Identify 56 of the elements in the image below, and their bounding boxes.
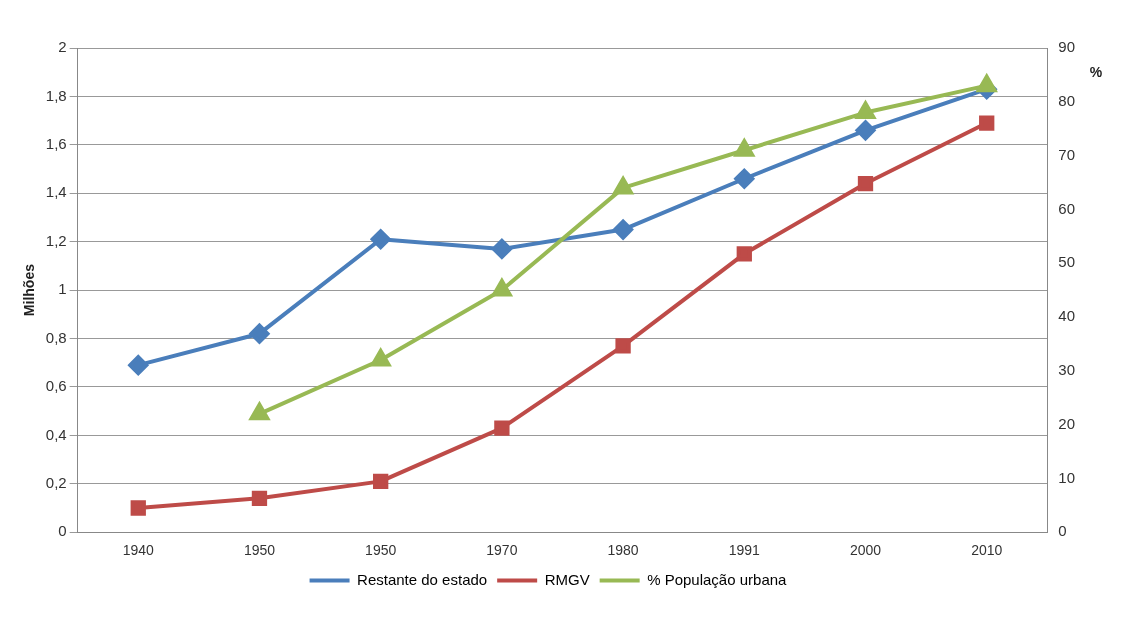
x-tick-label: 1940: [122, 542, 155, 559]
y-tick-label: 0,4: [45, 425, 67, 443]
legend-label: Restante do estado: [357, 570, 488, 588]
y-tick-label: 1: [58, 280, 67, 298]
y-tick-label: 0,6: [45, 377, 67, 395]
y2-tick-label: 80: [1058, 91, 1075, 109]
point: [734, 168, 755, 189]
point: [857, 175, 874, 192]
point: [855, 120, 876, 141]
point: [370, 229, 391, 250]
x-tick-label: 1970: [486, 542, 518, 559]
point: [248, 400, 271, 421]
legend-label: RMGV: [544, 570, 590, 588]
point: [975, 72, 998, 93]
point: [734, 139, 755, 157]
x-tick-label: 2000: [849, 542, 882, 559]
point: [249, 323, 270, 344]
y-tick-label: 0: [58, 522, 67, 540]
y-tick-label: 2: [58, 38, 67, 56]
point: [854, 99, 877, 120]
y2-tick-label: 0: [1058, 522, 1067, 540]
y2-tick-label: 20: [1058, 414, 1075, 432]
x-tick-label: 1991: [728, 542, 761, 559]
y2-tick-label: 50: [1058, 253, 1075, 271]
y2-tick-label: 30: [1058, 360, 1075, 378]
y2-tick-label: 90: [1058, 38, 1075, 56]
point: [613, 219, 634, 240]
y-axis-title: Milhões: [21, 263, 38, 317]
point: [491, 238, 512, 259]
x-tick-label: 1950: [365, 542, 397, 559]
x-tick-label: 1980: [607, 542, 639, 559]
y2-tick-label: 40: [1058, 307, 1075, 325]
x-tick-label: 2010: [971, 542, 1003, 559]
x-tick-label: 1950: [243, 542, 276, 559]
legend-label: % População urbana: [647, 570, 788, 588]
y2-tick-label: 60: [1058, 199, 1075, 217]
point: [615, 338, 631, 354]
point: [370, 349, 391, 367]
point: [128, 355, 149, 376]
point: [494, 420, 510, 436]
point: [251, 490, 268, 506]
y2-tick-label: 10: [1058, 468, 1075, 486]
y-tick-label: 1,8: [45, 86, 67, 104]
point: [492, 279, 512, 297]
point: [130, 500, 146, 516]
y-tick-label: 1,2: [45, 231, 67, 249]
y2-axis-title: %: [1089, 63, 1103, 80]
y-tick-label: 1,6: [45, 134, 67, 152]
y2-tick-label: 70: [1058, 145, 1075, 163]
point: [373, 473, 389, 490]
point: [979, 115, 995, 131]
point: [613, 176, 633, 195]
point: [736, 246, 752, 262]
y-tick-label: 0,8: [45, 328, 67, 346]
y-tick-label: 1,4: [45, 183, 67, 201]
y-tick-label: 0,2: [45, 473, 67, 491]
